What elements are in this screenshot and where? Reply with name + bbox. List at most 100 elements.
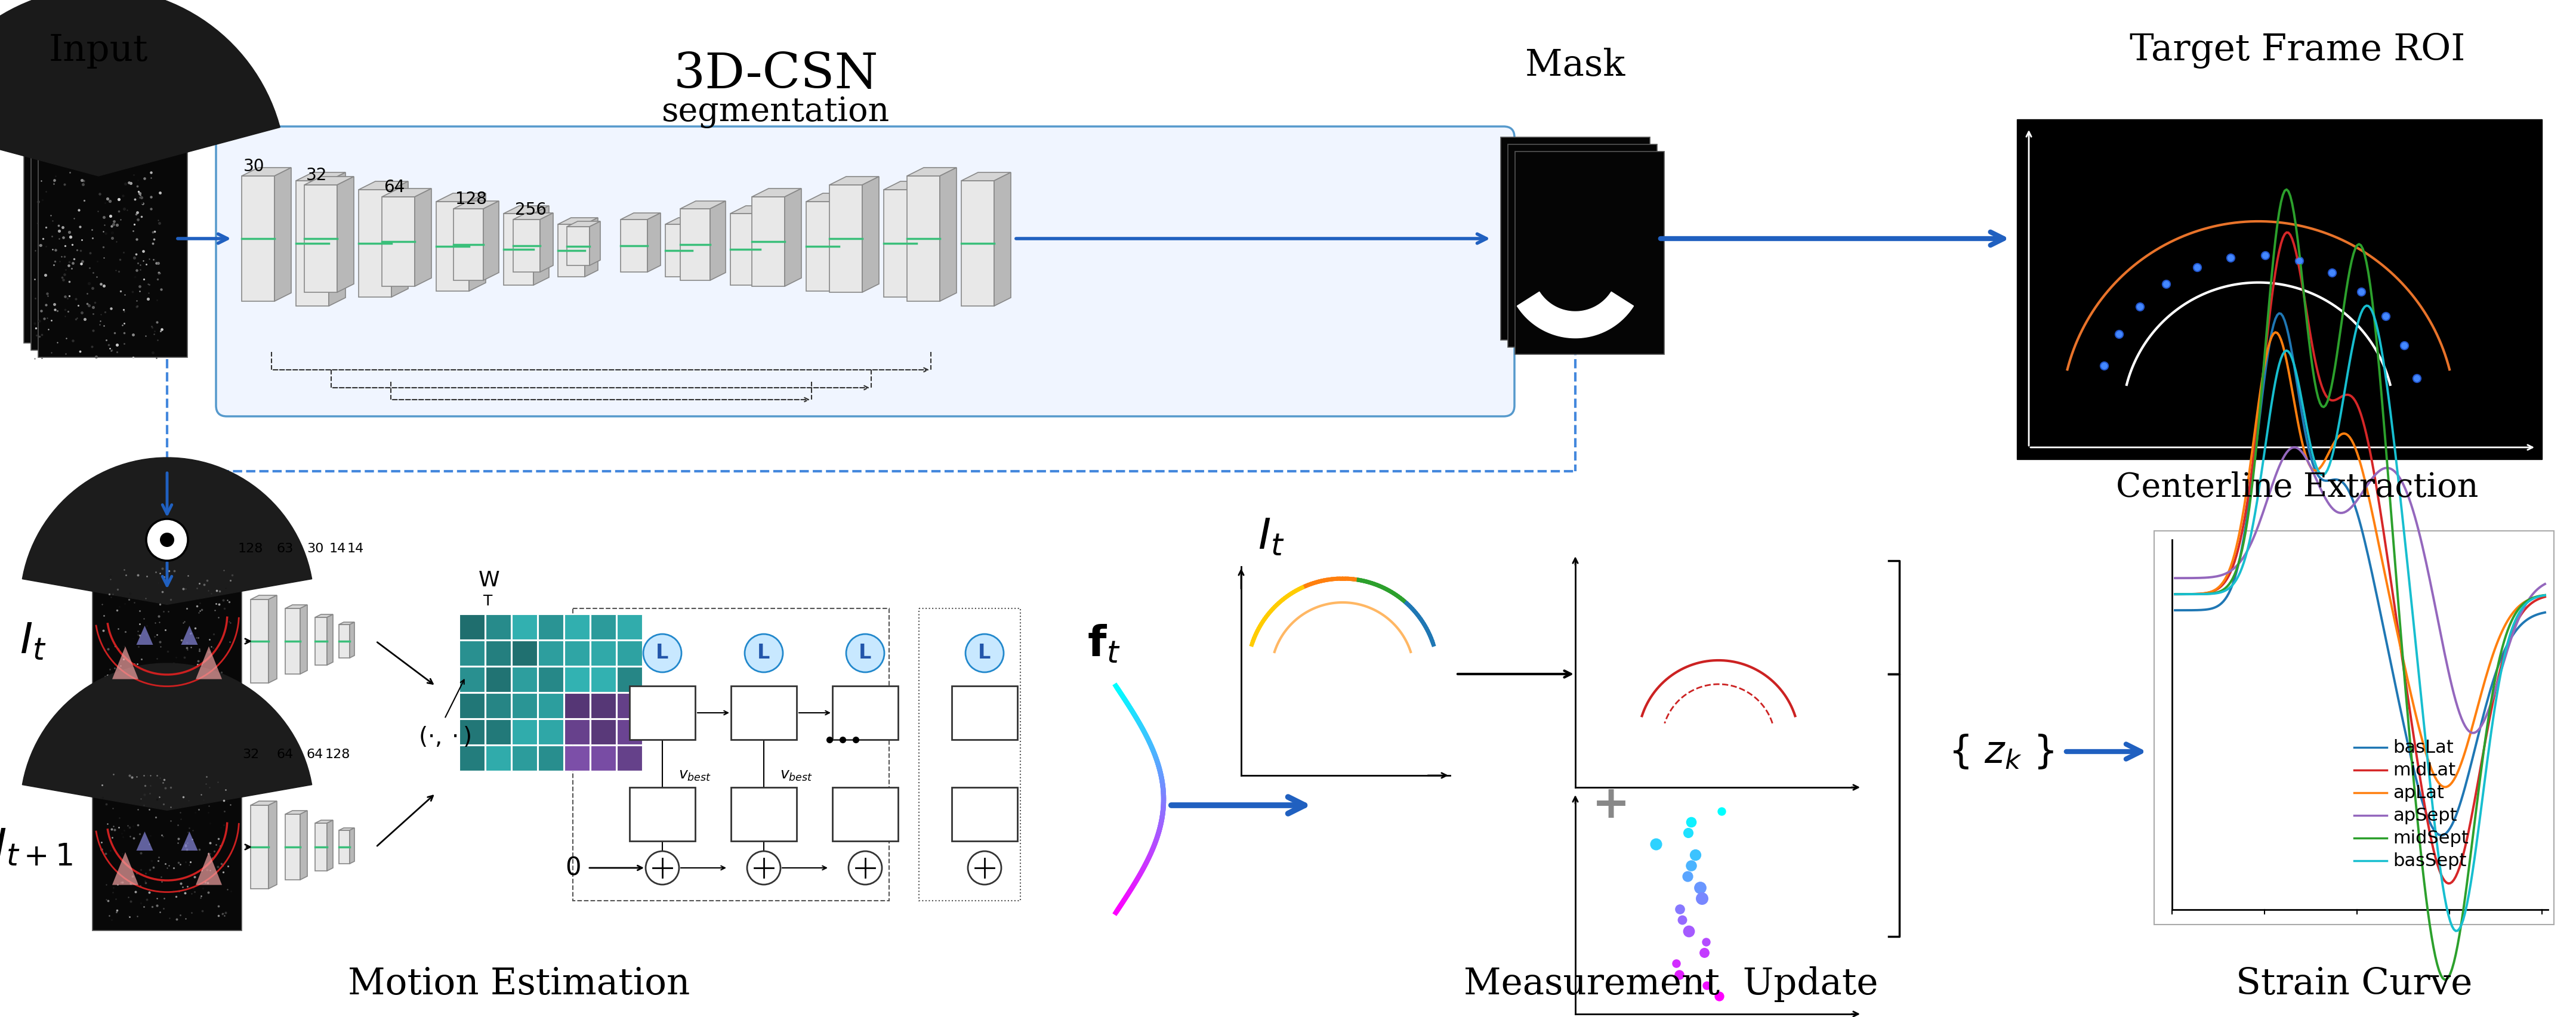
apLat — [2530, 589, 2561, 601]
Polygon shape — [621, 220, 647, 272]
Polygon shape — [840, 193, 855, 291]
apLat — [2429, 781, 2460, 793]
Point — [1636, 836, 1677, 852]
Polygon shape — [559, 225, 585, 277]
Text: 64: 64 — [384, 179, 404, 195]
Polygon shape — [567, 222, 600, 227]
FancyBboxPatch shape — [513, 694, 536, 718]
FancyBboxPatch shape — [93, 764, 242, 931]
FancyBboxPatch shape — [538, 614, 564, 640]
Polygon shape — [884, 190, 917, 297]
FancyBboxPatch shape — [564, 719, 590, 744]
midLat — [2182, 588, 2213, 600]
Text: 128: 128 — [456, 191, 487, 207]
Point — [1685, 934, 1726, 950]
FancyBboxPatch shape — [93, 557, 242, 725]
Polygon shape — [250, 805, 268, 889]
apSept — [2259, 475, 2290, 487]
midLat — [2272, 227, 2303, 239]
apSept — [2530, 578, 2561, 590]
Polygon shape — [665, 225, 693, 277]
Polygon shape — [340, 830, 350, 863]
Polygon shape — [337, 177, 353, 292]
FancyBboxPatch shape — [590, 641, 616, 666]
FancyBboxPatch shape — [618, 745, 641, 771]
FancyBboxPatch shape — [513, 745, 536, 771]
apLat — [2259, 327, 2290, 340]
Polygon shape — [665, 218, 706, 225]
apSept — [2501, 616, 2532, 629]
FancyBboxPatch shape — [951, 787, 1018, 841]
Line: basSept: basSept — [2174, 306, 2545, 931]
Polygon shape — [863, 177, 878, 292]
FancyBboxPatch shape — [487, 694, 510, 718]
Polygon shape — [453, 201, 500, 208]
midLat — [2228, 517, 2259, 529]
basSept — [2514, 594, 2545, 606]
Polygon shape — [314, 617, 327, 665]
Text: $I_{t+1}$: $I_{t+1}$ — [0, 826, 72, 869]
Point — [1682, 890, 1723, 906]
basLat — [2264, 307, 2295, 319]
FancyBboxPatch shape — [487, 614, 510, 640]
Text: $(\cdot,\cdot)$: $(\cdot,\cdot)$ — [417, 725, 471, 749]
Text: W: W — [479, 571, 500, 591]
midLat — [2530, 591, 2561, 603]
Polygon shape — [884, 181, 933, 190]
Polygon shape — [469, 193, 487, 291]
Text: 32: 32 — [307, 167, 327, 184]
Polygon shape — [327, 820, 332, 871]
Polygon shape — [907, 176, 940, 301]
FancyBboxPatch shape — [538, 745, 564, 771]
FancyBboxPatch shape — [618, 641, 641, 666]
Polygon shape — [327, 614, 332, 665]
Polygon shape — [829, 185, 863, 292]
Polygon shape — [453, 208, 484, 281]
Polygon shape — [242, 168, 291, 176]
Polygon shape — [358, 181, 407, 190]
FancyBboxPatch shape — [513, 719, 536, 744]
Circle shape — [147, 519, 188, 560]
apSept — [2159, 572, 2190, 584]
FancyBboxPatch shape — [487, 719, 510, 744]
Text: L: L — [757, 644, 770, 663]
Polygon shape — [647, 213, 659, 272]
FancyBboxPatch shape — [732, 685, 796, 739]
Polygon shape — [541, 213, 554, 272]
Polygon shape — [693, 218, 706, 277]
Text: Motion Estimation: Motion Estimation — [348, 966, 690, 1002]
Polygon shape — [180, 625, 198, 645]
FancyBboxPatch shape — [31, 141, 180, 350]
Text: Target Frame ROI: Target Frame ROI — [2130, 33, 2465, 68]
midSept — [2501, 605, 2532, 617]
basSept — [2439, 924, 2470, 937]
FancyBboxPatch shape — [459, 745, 484, 771]
midSept — [2272, 183, 2303, 195]
Polygon shape — [358, 190, 392, 297]
Point — [1682, 945, 1723, 961]
basLat — [2259, 318, 2290, 331]
Text: T: T — [484, 594, 492, 608]
Polygon shape — [286, 811, 307, 815]
Circle shape — [644, 634, 683, 672]
Polygon shape — [786, 188, 801, 287]
apSept — [2182, 572, 2213, 584]
Text: 0: 0 — [564, 855, 580, 881]
FancyBboxPatch shape — [538, 719, 564, 744]
Circle shape — [647, 851, 680, 885]
Polygon shape — [301, 605, 307, 674]
Polygon shape — [23, 663, 312, 811]
Polygon shape — [680, 201, 726, 208]
basLat — [2182, 604, 2213, 616]
Point — [1659, 966, 1700, 982]
Polygon shape — [286, 605, 307, 608]
FancyBboxPatch shape — [618, 667, 641, 692]
Polygon shape — [415, 188, 430, 287]
basSept — [2501, 610, 2532, 622]
Polygon shape — [250, 801, 276, 805]
Text: basSept: basSept — [2393, 852, 2465, 870]
Polygon shape — [806, 193, 855, 201]
Polygon shape — [585, 218, 598, 277]
Polygon shape — [296, 181, 330, 306]
FancyBboxPatch shape — [459, 641, 484, 666]
